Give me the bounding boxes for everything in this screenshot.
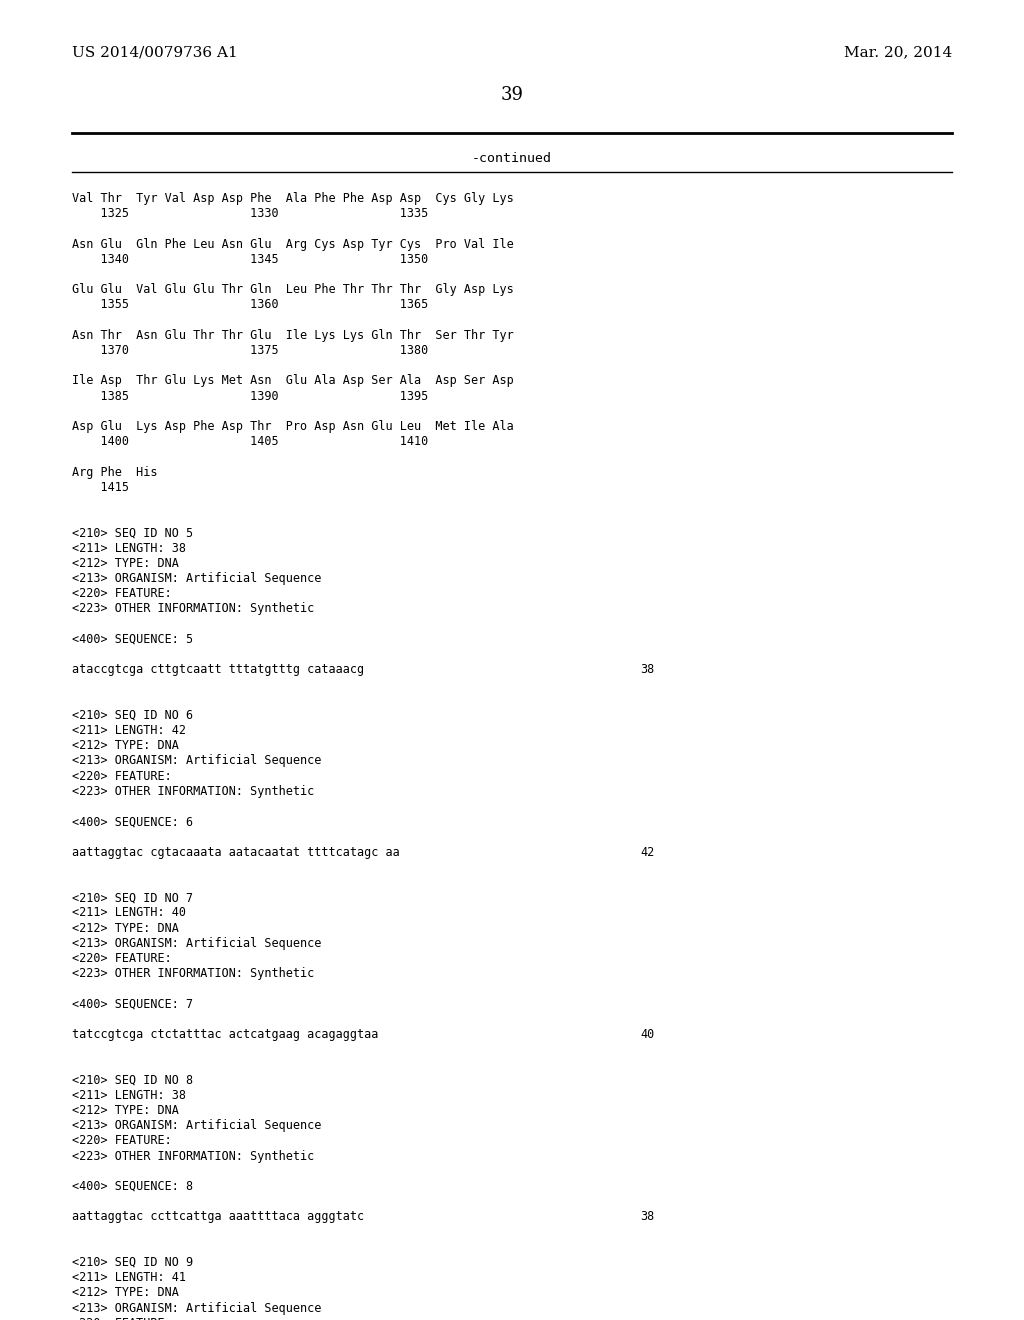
Text: 1415: 1415 [72, 480, 129, 494]
Text: <213> ORGANISM: Artificial Sequence: <213> ORGANISM: Artificial Sequence [72, 755, 322, 767]
Text: <211> LENGTH: 41: <211> LENGTH: 41 [72, 1271, 186, 1284]
Text: <220> FEATURE:: <220> FEATURE: [72, 1134, 172, 1147]
Text: Asn Thr  Asn Glu Thr Thr Glu  Ile Lys Lys Gln Thr  Ser Thr Tyr: Asn Thr Asn Glu Thr Thr Glu Ile Lys Lys … [72, 329, 514, 342]
Text: <223> OTHER INFORMATION: Synthetic: <223> OTHER INFORMATION: Synthetic [72, 602, 314, 615]
Text: 1400                 1405                 1410: 1400 1405 1410 [72, 436, 428, 449]
Text: <211> LENGTH: 38: <211> LENGTH: 38 [72, 541, 186, 554]
Text: <210> SEQ ID NO 9: <210> SEQ ID NO 9 [72, 1257, 194, 1269]
Text: <211> LENGTH: 42: <211> LENGTH: 42 [72, 723, 186, 737]
Text: ataccgtcga cttgtcaatt tttatgtttg cataaacg: ataccgtcga cttgtcaatt tttatgtttg cataaac… [72, 663, 365, 676]
Text: <400> SEQUENCE: 6: <400> SEQUENCE: 6 [72, 816, 194, 828]
Text: Glu Glu  Val Glu Glu Thr Gln  Leu Phe Thr Thr Thr  Gly Asp Lys: Glu Glu Val Glu Glu Thr Gln Leu Phe Thr … [72, 284, 514, 296]
Text: <211> LENGTH: 40: <211> LENGTH: 40 [72, 907, 186, 920]
Text: 1340                 1345                 1350: 1340 1345 1350 [72, 253, 428, 265]
Text: <223> OTHER INFORMATION: Synthetic: <223> OTHER INFORMATION: Synthetic [72, 968, 314, 981]
Text: Mar. 20, 2014: Mar. 20, 2014 [844, 45, 952, 59]
Text: <213> ORGANISM: Artificial Sequence: <213> ORGANISM: Artificial Sequence [72, 937, 322, 950]
Text: 38: 38 [640, 663, 654, 676]
Text: US 2014/0079736 A1: US 2014/0079736 A1 [72, 45, 238, 59]
Text: <220> FEATURE:: <220> FEATURE: [72, 952, 172, 965]
Text: Asp Glu  Lys Asp Phe Asp Thr  Pro Asp Asn Glu Leu  Met Ile Ala: Asp Glu Lys Asp Phe Asp Thr Pro Asp Asn … [72, 420, 514, 433]
Text: Asn Glu  Gln Phe Leu Asn Glu  Arg Cys Asp Tyr Cys  Pro Val Ile: Asn Glu Gln Phe Leu Asn Glu Arg Cys Asp … [72, 238, 514, 251]
Text: 1325                 1330                 1335: 1325 1330 1335 [72, 207, 428, 220]
Text: <210> SEQ ID NO 8: <210> SEQ ID NO 8 [72, 1073, 194, 1086]
Text: <213> ORGANISM: Artificial Sequence: <213> ORGANISM: Artificial Sequence [72, 1302, 322, 1315]
Text: 1385                 1390                 1395: 1385 1390 1395 [72, 389, 428, 403]
Text: Arg Phe  His: Arg Phe His [72, 466, 158, 479]
Text: Val Thr  Tyr Val Asp Asp Phe  Ala Phe Phe Asp Asp  Cys Gly Lys: Val Thr Tyr Val Asp Asp Phe Ala Phe Phe … [72, 191, 514, 205]
Text: <211> LENGTH: 38: <211> LENGTH: 38 [72, 1089, 186, 1102]
Text: 38: 38 [640, 1210, 654, 1224]
Text: <220> FEATURE:: <220> FEATURE: [72, 770, 172, 783]
Text: 1355                 1360                 1365: 1355 1360 1365 [72, 298, 428, 312]
Text: -continued: -continued [472, 152, 552, 165]
Text: aattaggtac cgtacaaata aatacaatat ttttcatagc aa: aattaggtac cgtacaaata aatacaatat ttttcat… [72, 846, 399, 858]
Text: 1370                 1375                 1380: 1370 1375 1380 [72, 345, 428, 356]
Text: 39: 39 [501, 86, 523, 104]
Text: <220> FEATURE:: <220> FEATURE: [72, 1317, 172, 1320]
Text: <213> ORGANISM: Artificial Sequence: <213> ORGANISM: Artificial Sequence [72, 1119, 322, 1133]
Text: <213> ORGANISM: Artificial Sequence: <213> ORGANISM: Artificial Sequence [72, 572, 322, 585]
Text: <210> SEQ ID NO 6: <210> SEQ ID NO 6 [72, 709, 194, 722]
Text: <212> TYPE: DNA: <212> TYPE: DNA [72, 1104, 179, 1117]
Text: 42: 42 [640, 846, 654, 858]
Text: <223> OTHER INFORMATION: Synthetic: <223> OTHER INFORMATION: Synthetic [72, 785, 314, 797]
Text: <223> OTHER INFORMATION: Synthetic: <223> OTHER INFORMATION: Synthetic [72, 1150, 314, 1163]
Text: aattaggtac ccttcattga aaattttaca agggtatc: aattaggtac ccttcattga aaattttaca agggtat… [72, 1210, 365, 1224]
Text: <212> TYPE: DNA: <212> TYPE: DNA [72, 557, 179, 570]
Text: <400> SEQUENCE: 8: <400> SEQUENCE: 8 [72, 1180, 194, 1193]
Text: <212> TYPE: DNA: <212> TYPE: DNA [72, 1287, 179, 1299]
Text: 40: 40 [640, 1028, 654, 1041]
Text: Ile Asp  Thr Glu Lys Met Asn  Glu Ala Asp Ser Ala  Asp Ser Asp: Ile Asp Thr Glu Lys Met Asn Glu Ala Asp … [72, 375, 514, 387]
Text: tatccgtcga ctctatttac actcatgaag acagaggtaa: tatccgtcga ctctatttac actcatgaag acagagg… [72, 1028, 379, 1041]
Text: <400> SEQUENCE: 5: <400> SEQUENCE: 5 [72, 632, 194, 645]
Text: <210> SEQ ID NO 5: <210> SEQ ID NO 5 [72, 527, 194, 540]
Text: <210> SEQ ID NO 7: <210> SEQ ID NO 7 [72, 891, 194, 904]
Text: <212> TYPE: DNA: <212> TYPE: DNA [72, 921, 179, 935]
Text: <220> FEATURE:: <220> FEATURE: [72, 587, 172, 601]
Text: <212> TYPE: DNA: <212> TYPE: DNA [72, 739, 179, 752]
Text: <400> SEQUENCE: 7: <400> SEQUENCE: 7 [72, 998, 194, 1011]
